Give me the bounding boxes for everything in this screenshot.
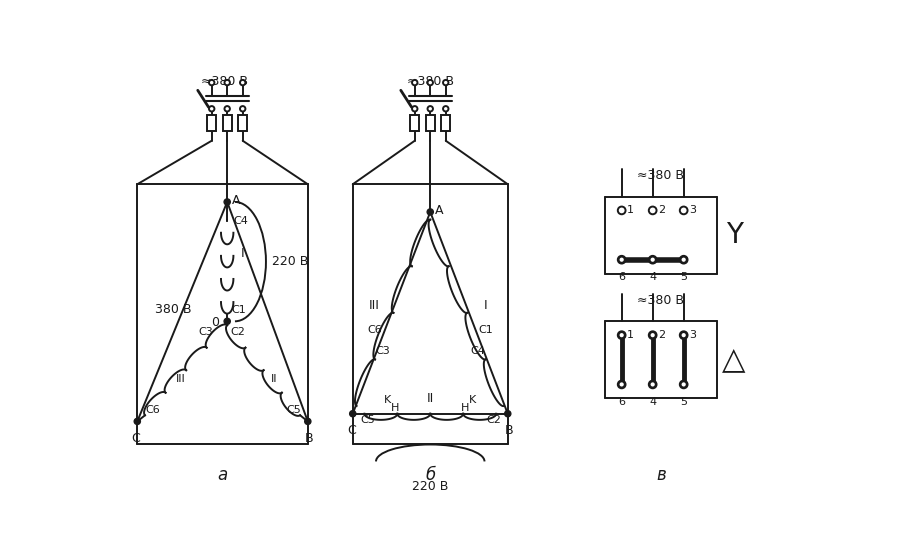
Circle shape bbox=[680, 256, 687, 263]
Text: 380 В: 380 В bbox=[155, 304, 191, 316]
Text: I: I bbox=[484, 298, 488, 311]
Text: Y: Y bbox=[725, 221, 742, 249]
Text: H: H bbox=[392, 403, 400, 413]
Circle shape bbox=[428, 209, 434, 215]
Circle shape bbox=[240, 80, 246, 85]
Text: C6: C6 bbox=[145, 405, 160, 415]
Text: A: A bbox=[435, 204, 444, 217]
Text: 5: 5 bbox=[680, 272, 688, 282]
Text: 1: 1 bbox=[627, 330, 634, 340]
Text: C4: C4 bbox=[233, 216, 248, 226]
Circle shape bbox=[428, 80, 433, 85]
Circle shape bbox=[305, 418, 310, 424]
Circle shape bbox=[224, 199, 230, 205]
Text: 3: 3 bbox=[689, 330, 696, 340]
Circle shape bbox=[209, 80, 214, 85]
Bar bbox=[238, 115, 248, 132]
Text: C2: C2 bbox=[487, 415, 501, 425]
Circle shape bbox=[650, 256, 656, 263]
Circle shape bbox=[240, 106, 246, 111]
Circle shape bbox=[649, 332, 657, 339]
Text: C6: C6 bbox=[367, 325, 382, 335]
Bar bbox=[441, 115, 450, 132]
Circle shape bbox=[443, 106, 448, 111]
Text: II: II bbox=[271, 374, 277, 384]
Circle shape bbox=[649, 256, 657, 264]
Text: 1: 1 bbox=[627, 206, 634, 216]
Text: C1: C1 bbox=[478, 325, 493, 335]
Circle shape bbox=[505, 410, 511, 417]
Circle shape bbox=[680, 381, 688, 388]
Circle shape bbox=[680, 256, 688, 264]
Text: B: B bbox=[505, 424, 514, 437]
Circle shape bbox=[618, 256, 625, 263]
Text: ≈380 В: ≈380 В bbox=[637, 169, 684, 182]
Text: C1: C1 bbox=[231, 305, 246, 315]
Text: K: K bbox=[384, 395, 392, 405]
Circle shape bbox=[134, 418, 140, 424]
Circle shape bbox=[349, 410, 356, 417]
Text: 0: 0 bbox=[212, 316, 220, 329]
Text: C2: C2 bbox=[230, 328, 245, 338]
Text: I: I bbox=[241, 248, 245, 260]
Text: III: III bbox=[176, 374, 185, 384]
Text: C5: C5 bbox=[287, 405, 302, 415]
Circle shape bbox=[680, 332, 687, 338]
Circle shape bbox=[680, 332, 688, 339]
Circle shape bbox=[428, 106, 433, 111]
Circle shape bbox=[618, 381, 625, 388]
Text: 4: 4 bbox=[649, 272, 656, 282]
Text: C: C bbox=[131, 432, 140, 445]
Text: б: б bbox=[425, 466, 436, 484]
Circle shape bbox=[650, 381, 656, 388]
Circle shape bbox=[412, 106, 418, 111]
Text: 220 В: 220 В bbox=[272, 255, 309, 268]
Text: в: в bbox=[656, 466, 666, 484]
Text: C5: C5 bbox=[361, 415, 375, 425]
Text: 220 В: 220 В bbox=[412, 480, 448, 493]
Circle shape bbox=[617, 256, 626, 264]
Text: ≈380 В: ≈380 В bbox=[637, 293, 684, 306]
Text: 5: 5 bbox=[680, 396, 688, 407]
Text: 6: 6 bbox=[618, 396, 626, 407]
Text: 4: 4 bbox=[649, 396, 656, 407]
Circle shape bbox=[680, 207, 688, 214]
Text: B: B bbox=[305, 432, 314, 445]
Text: △: △ bbox=[723, 346, 746, 374]
Text: II: II bbox=[427, 392, 434, 405]
Circle shape bbox=[224, 106, 230, 111]
Bar bbox=[207, 115, 216, 132]
Text: ≈380 В: ≈380 В bbox=[407, 75, 454, 88]
Text: C3: C3 bbox=[375, 346, 390, 356]
Circle shape bbox=[224, 318, 230, 324]
Circle shape bbox=[412, 80, 418, 85]
Text: 3: 3 bbox=[689, 206, 696, 216]
Circle shape bbox=[617, 332, 626, 339]
Circle shape bbox=[224, 80, 230, 85]
Circle shape bbox=[443, 80, 448, 85]
Circle shape bbox=[209, 106, 214, 111]
Text: C: C bbox=[346, 424, 356, 437]
Text: H: H bbox=[461, 403, 469, 413]
Circle shape bbox=[649, 207, 657, 214]
Text: C3: C3 bbox=[199, 328, 213, 338]
Text: 2: 2 bbox=[658, 330, 665, 340]
Circle shape bbox=[618, 332, 625, 338]
Text: ≈380 В: ≈380 В bbox=[202, 75, 248, 88]
Circle shape bbox=[617, 381, 626, 388]
Text: C4: C4 bbox=[471, 346, 485, 356]
Bar bbox=[410, 115, 419, 132]
Text: 6: 6 bbox=[618, 272, 626, 282]
Circle shape bbox=[649, 381, 657, 388]
Circle shape bbox=[650, 332, 656, 338]
Bar bbox=[426, 115, 435, 132]
Bar bbox=[222, 115, 232, 132]
Text: а: а bbox=[218, 466, 228, 484]
Text: III: III bbox=[369, 298, 380, 311]
Text: A: A bbox=[232, 194, 240, 207]
Text: K: K bbox=[469, 395, 476, 405]
Circle shape bbox=[617, 207, 626, 214]
Text: 2: 2 bbox=[658, 206, 665, 216]
Circle shape bbox=[680, 381, 687, 388]
